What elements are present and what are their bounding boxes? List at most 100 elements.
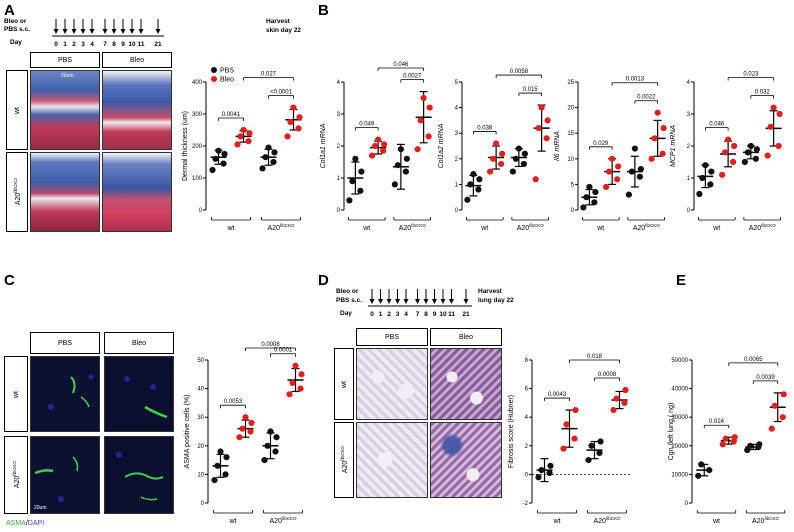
data-point — [349, 178, 356, 185]
timeline-day: 4 — [404, 311, 408, 318]
y-tick-label: 4 — [337, 80, 341, 86]
fluor-a20-bleo — [104, 436, 174, 514]
y-tick-label: 0 — [199, 208, 203, 214]
timeline-harvest: Harvest — [266, 18, 290, 25]
data-point — [696, 190, 703, 198]
timeline-arrowhead — [449, 299, 454, 304]
y-tick-label: 1 — [337, 176, 341, 182]
group-label: A20fibCKO — [594, 516, 621, 525]
data-point — [221, 150, 228, 158]
timeline-arrows: 0 1 2 3 4 7 8 9 10 11 21 — [52, 19, 164, 48]
y-tick-label: 2 — [337, 144, 341, 150]
data-point — [563, 421, 570, 428]
timeline-day: 10 — [439, 311, 447, 318]
timeline-arrowhead — [80, 29, 86, 34]
histology-a20-bleo — [102, 152, 172, 232]
timeline-arrowhead — [395, 299, 400, 304]
stain-legend: ASMA/DAPI — [6, 520, 45, 527]
group-label: wt — [712, 518, 720, 525]
timeline-label-line1: Bleo or — [336, 288, 359, 295]
y-axis-label: Cgn /left lung ( ng) — [668, 403, 675, 461]
chart-il6: 0 5 10 15 20 25 Il6 mRNA 0.029 0.0022 0.0013 wt A20… — [554, 77, 667, 232]
timeline-arrowhead — [386, 299, 392, 304]
p-value-label: 0.049 — [359, 122, 375, 128]
data-point — [580, 204, 587, 211]
timeline-arrowhead — [440, 299, 446, 304]
data-point — [719, 441, 726, 448]
data-point — [223, 454, 230, 461]
p-value-label: 0.0008 — [261, 342, 280, 348]
data-point — [747, 142, 754, 150]
chart-col1a2: 0 1 2 3 4 5 Col1a2 mRNA 0.038 0.015 0.0058 wt A20fi… — [438, 69, 551, 232]
data-point — [708, 168, 715, 175]
timeline-day: 1 — [379, 311, 383, 318]
data-point — [217, 448, 224, 455]
p-value-label: 0.015 — [523, 87, 539, 93]
data-point — [699, 174, 706, 182]
group-label: A20fibCKO — [749, 223, 776, 232]
y-tick-label: 1 — [687, 176, 691, 182]
data-point — [289, 379, 296, 386]
data-point — [214, 462, 221, 469]
timeline-day: 11 — [448, 311, 455, 318]
timeline-d: Bleo or PBS s.c. Day 0 1 2 3 4 7 8 9 10 11 21 Harv… — [336, 288, 536, 322]
histology-wt-pbs: 20um — [30, 70, 100, 150]
data-point — [702, 162, 709, 169]
y-tick-label: 10 — [197, 472, 204, 478]
timeline-day: 10 — [128, 41, 136, 48]
data-point — [588, 442, 595, 449]
group-label: A20fibCKO — [752, 516, 779, 525]
data-point — [535, 474, 542, 481]
p-value-label: 0.046 — [393, 62, 409, 68]
data-point — [352, 155, 359, 162]
timeline-harvest-day: lung day 22 — [478, 297, 514, 304]
data-point — [414, 146, 421, 153]
data-point — [659, 150, 666, 157]
data-point — [660, 124, 667, 132]
timeline-harvest-day: skin day 22 — [266, 27, 302, 34]
data-point — [380, 147, 387, 154]
data-point — [515, 145, 522, 152]
timeline-day-label: Day — [340, 310, 352, 317]
y-axis-label: Col1a2 mRNA — [438, 123, 445, 168]
data-point — [625, 191, 632, 198]
data-point — [420, 94, 427, 102]
data-point — [476, 176, 483, 183]
data-point — [730, 158, 737, 166]
y-tick-label: 0 — [571, 208, 575, 214]
data-point — [381, 141, 388, 148]
data-point — [375, 136, 382, 143]
y-tick-label: 2 — [687, 144, 691, 150]
data-point — [264, 442, 271, 449]
data-point — [521, 150, 528, 157]
group-label: A20fibCKO — [399, 223, 426, 232]
data-point — [287, 118, 294, 126]
data-point — [467, 181, 474, 188]
y-tick-label: 2 — [525, 444, 529, 450]
timeline-day: 0 — [54, 41, 58, 48]
p-value-label: 0.027 — [261, 72, 277, 78]
timeline-a: Bleo or PBS s.c. Day 0 1 2 3 4 7 8 9 10 11 21 Harv… — [4, 18, 304, 50]
data-point — [286, 391, 293, 398]
data-point — [394, 162, 401, 169]
asma-signal — [34, 456, 79, 502]
y-tick-label: 1 — [455, 182, 459, 188]
chart-fibrosis: -2 0 2 4 6 8 Fibrosis score (Hubner) 0.0043 0.00… — [508, 354, 632, 525]
chart-cgn: 0 10000 20000 30000 40000 50000 Cgn /left lung… — [668, 357, 787, 525]
timeline-arrowhead — [463, 299, 469, 304]
data-point — [603, 183, 610, 191]
group-label: wt — [596, 225, 604, 232]
timeline-arrowhead — [423, 299, 429, 304]
data-point — [239, 425, 246, 432]
legend-marker — [211, 67, 217, 73]
p-value-label: 0.0022 — [637, 95, 656, 101]
y-tick-label: 25 — [567, 80, 574, 86]
timeline-label-line1: Bleo or — [4, 18, 27, 25]
data-point — [636, 173, 643, 180]
data-point — [403, 155, 410, 162]
timeline-arrowhead — [120, 29, 126, 34]
data-point — [606, 168, 613, 175]
chart-asma: 0 10 20 30 40 50 ASMA positive cells (%) 0.0053… — [184, 342, 305, 525]
data-point — [270, 158, 277, 166]
data-point — [741, 158, 748, 166]
